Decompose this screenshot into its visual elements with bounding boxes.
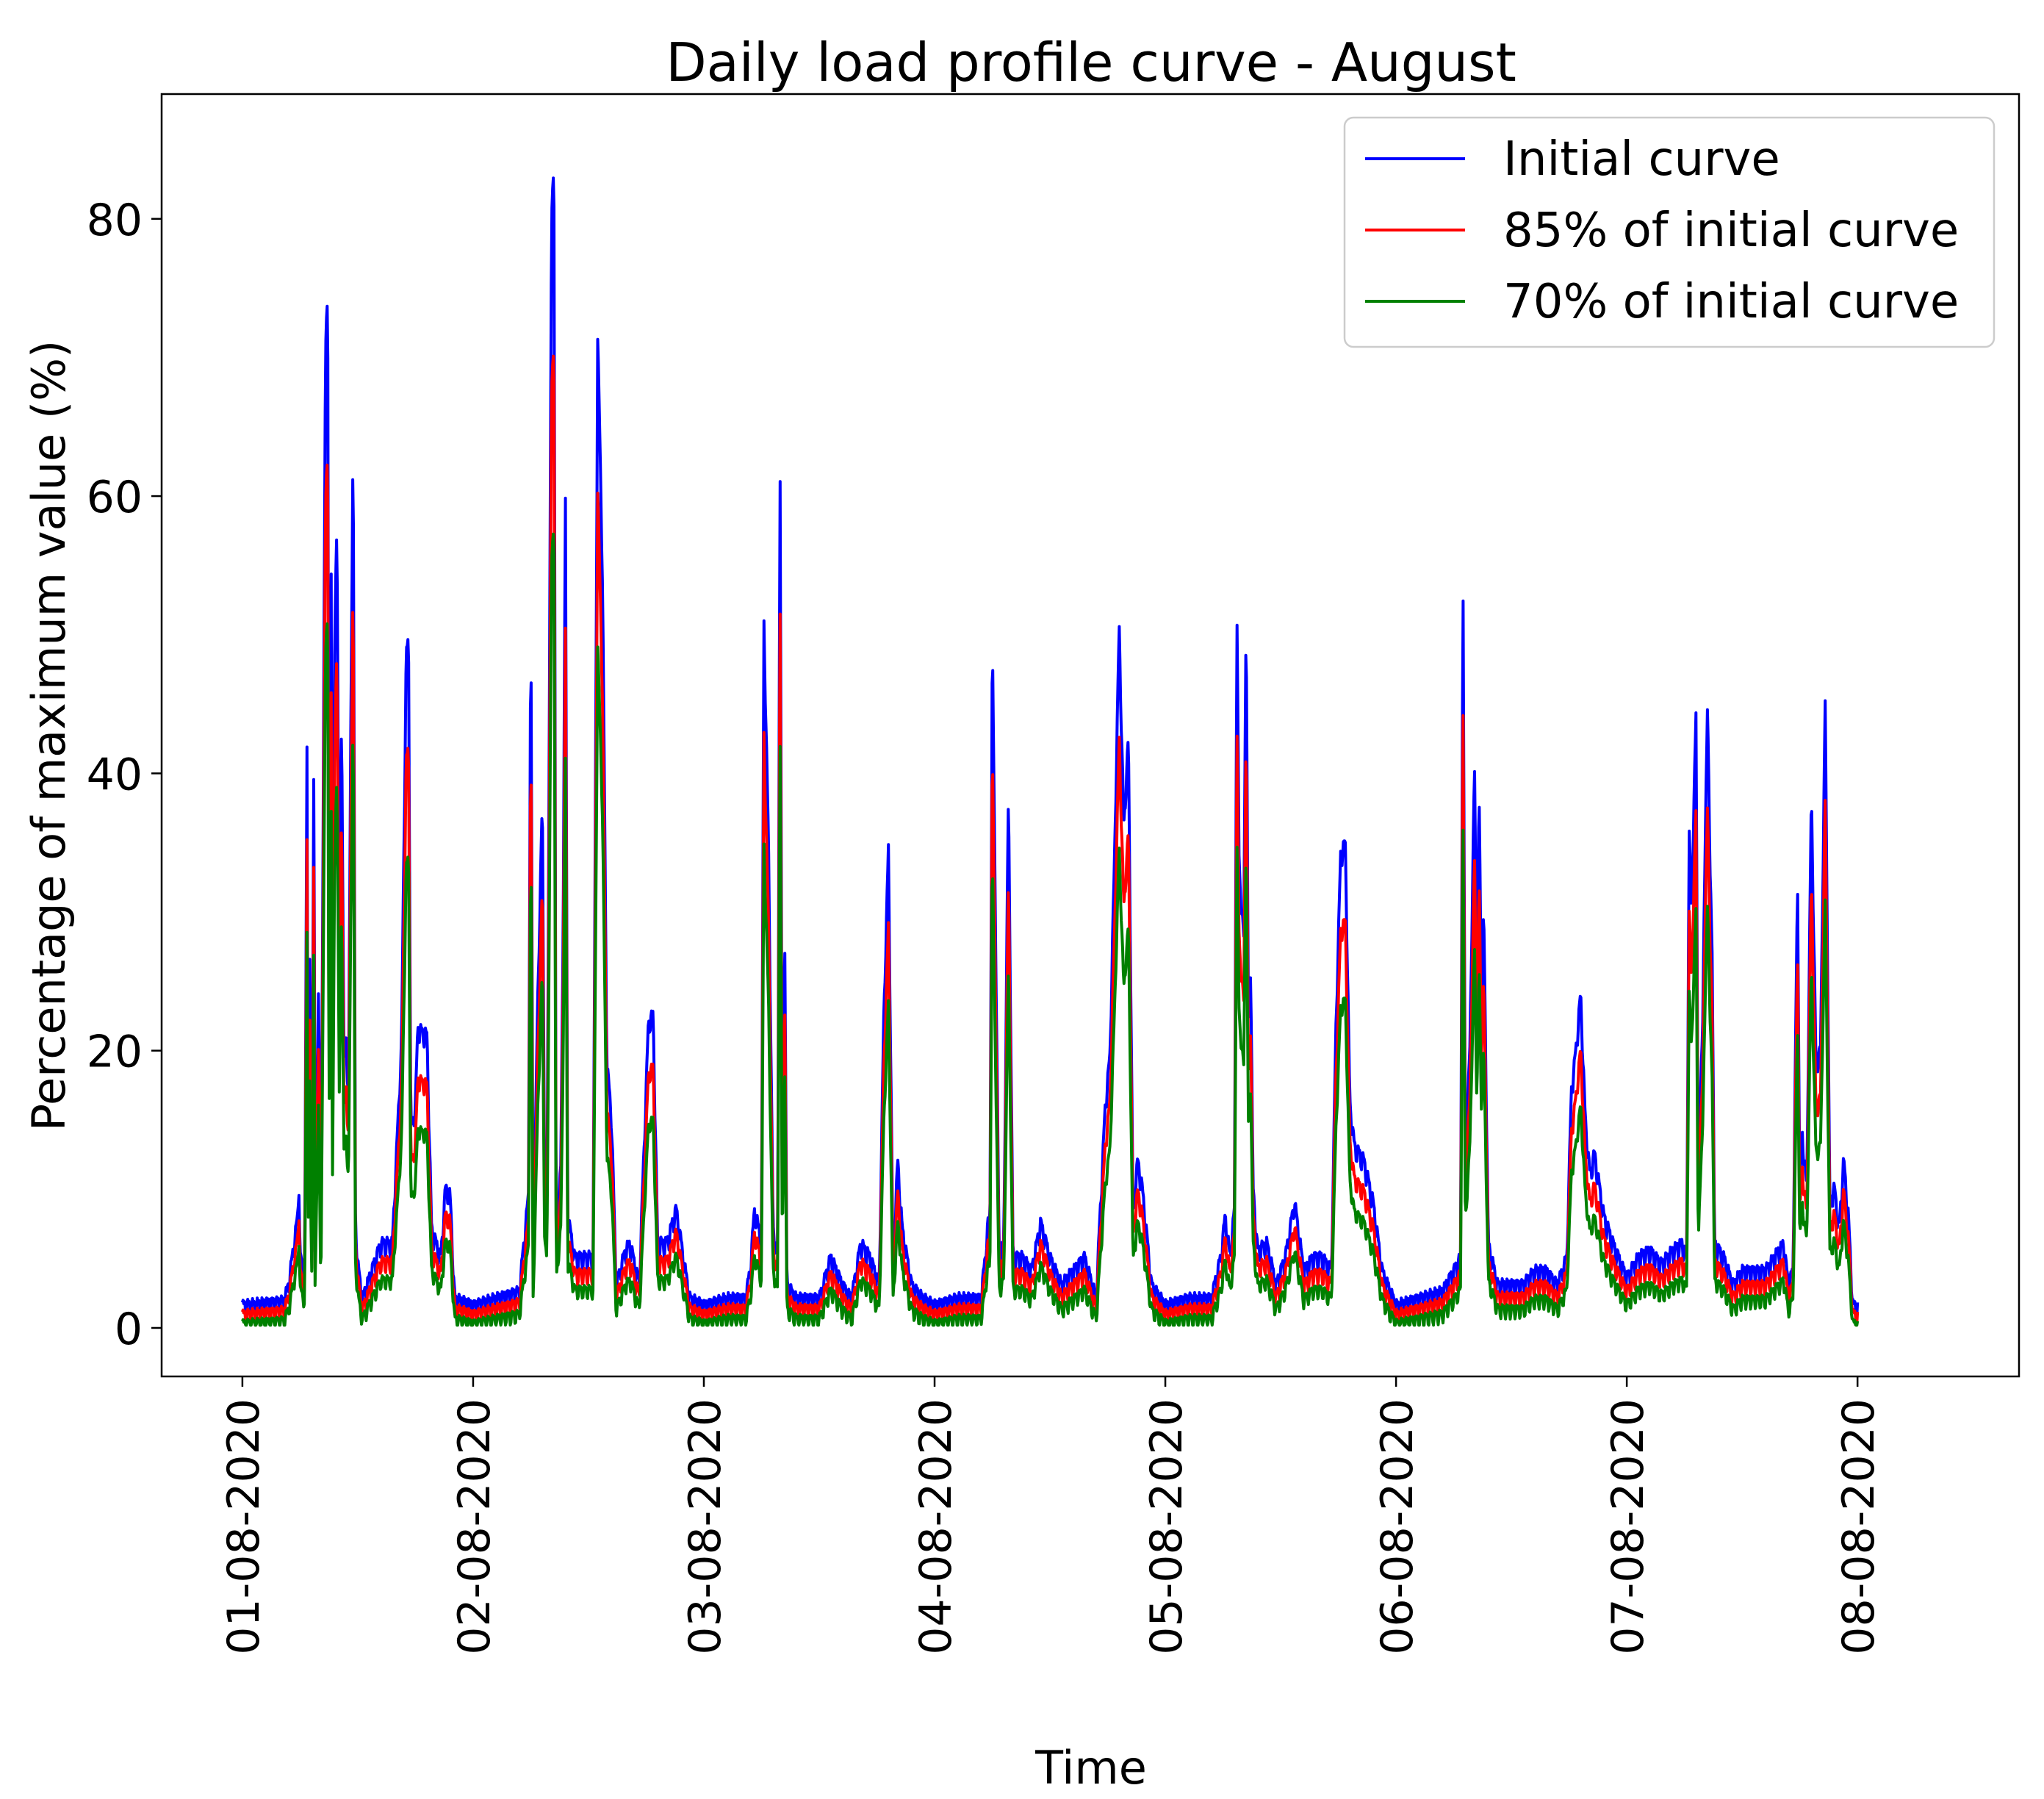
chart-title: Daily load profile curve - August [666,32,1516,93]
x-tick-label: 01-08-2020 [218,1398,270,1655]
series-line-3 [241,532,1860,1327]
x-tick-label: 08-08-2020 [1833,1398,1885,1655]
x-tick-label: 06-08-2020 [1372,1398,1423,1655]
y-tick-label: 40 [87,749,143,800]
legend-label-2: 85% of initial curve [1503,204,1959,258]
y-tick-label: 0 [115,1304,143,1355]
y-tick-label: 20 [87,1027,143,1078]
x-axis-label: Time [1034,1741,1147,1795]
x-tick-label: 02-08-2020 [449,1398,500,1655]
x-tick-label: 07-08-2020 [1602,1398,1654,1655]
y-tick-label: 80 [87,195,143,246]
legend: Initial curve 85% of initial curve 70% of … [1343,116,1996,348]
y-axis: 0 20 40 60 80 [87,195,162,1355]
x-tick-label: 04-08-2020 [910,1398,962,1655]
series-group [240,176,1860,1327]
legend-label-3: 70% of initial curve [1503,275,1959,329]
y-axis-label: Percentage of maximum value (%) [22,340,76,1131]
x-tick-label: 03-08-2020 [680,1398,731,1655]
y-tick-label: 60 [87,472,143,523]
series-line-1 [240,176,1860,1321]
x-tick-label: 05-08-2020 [1141,1398,1192,1655]
x-axis: 01-08-2020 02-08-2020 03-08-2020 04-08-2020… [218,1376,1885,1655]
plot-frame [160,93,2020,1378]
legend-label-1: Initial curve [1503,132,1780,187]
legend-box [1343,116,1996,348]
series-line-2 [241,354,1860,1327]
plot-area [160,93,2020,1378]
